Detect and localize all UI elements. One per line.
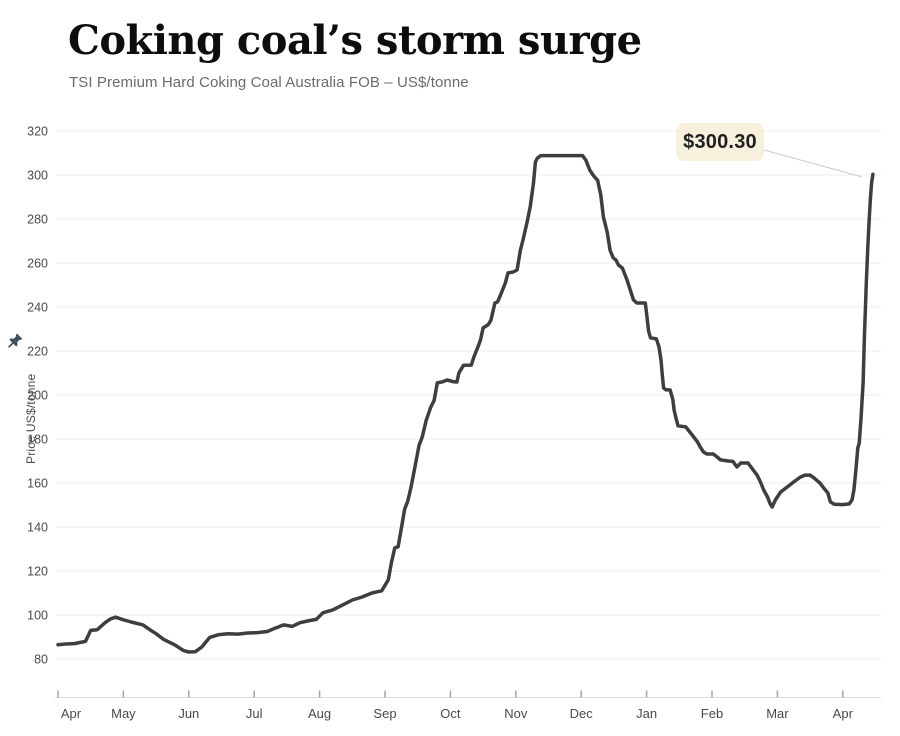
x-tick-label: Apr: [61, 706, 82, 721]
page-title: Coking coal’s storm surge: [68, 17, 642, 64]
price-line: [56, 153, 875, 654]
y-tick-label: 160: [27, 477, 48, 491]
y-tick-label: 100: [27, 609, 48, 623]
y-tick-label: 320: [27, 125, 48, 139]
y-tick-label: 240: [27, 301, 48, 315]
y-tick-label: 180: [27, 433, 48, 447]
y-tick-label: 280: [27, 213, 48, 227]
y-axis-title: Price US$/tonne: [24, 373, 38, 464]
x-tick-label: Aug: [308, 706, 331, 721]
x-tick-label: Nov: [504, 706, 528, 721]
x-tick-label: Oct: [440, 706, 461, 721]
x-tick-label: Jan: [636, 706, 657, 721]
tooltip-leader-line: [763, 149, 863, 178]
y-tick-label: 80: [34, 653, 48, 667]
x-tick-label: Apr: [833, 706, 854, 721]
x-tick-label: Jun: [178, 706, 199, 721]
x-tick-label: Dec: [570, 706, 594, 721]
y-tick-label: 300: [27, 169, 48, 183]
pushpin-icon: [8, 333, 23, 348]
chart-subtitle: TSI Premium Hard Coking Coal Australia F…: [69, 74, 469, 91]
y-tick-label: 140: [27, 521, 48, 535]
x-tick-label: Sep: [373, 706, 396, 721]
x-tick-label: Feb: [701, 706, 723, 721]
x-tick-label: Mar: [766, 706, 789, 721]
value-tooltip: $300.30: [676, 123, 764, 161]
y-tick-label: 260: [27, 257, 48, 271]
leader-line: [763, 149, 863, 178]
gridlines: [56, 130, 881, 660]
y-tick-label: 120: [27, 565, 48, 579]
x-axis: [55, 690, 881, 698]
y-axis-tick-labels: 320 300 280 260 240 220 200 180 160 140 120 100 80: [27, 125, 48, 667]
y-tick-label: 220: [27, 345, 48, 359]
y-tick-label: 200: [27, 389, 48, 403]
chart-header: Coking coal’s storm surge TSI Premium Ha…: [68, 17, 868, 92]
x-tick-label: Jul: [246, 706, 263, 721]
x-axis-tick-labels: Apr May Jun Jul Aug Sep Oct Nov Dec Jan Feb Mar Apr: [61, 706, 854, 721]
plot-area[interactable]: [56, 153, 875, 654]
x-tick-label: May: [111, 706, 136, 721]
